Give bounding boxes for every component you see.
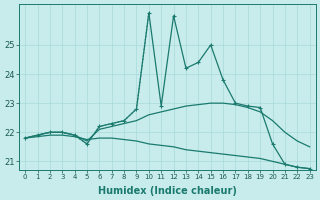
X-axis label: Humidex (Indice chaleur): Humidex (Indice chaleur) bbox=[98, 186, 237, 196]
